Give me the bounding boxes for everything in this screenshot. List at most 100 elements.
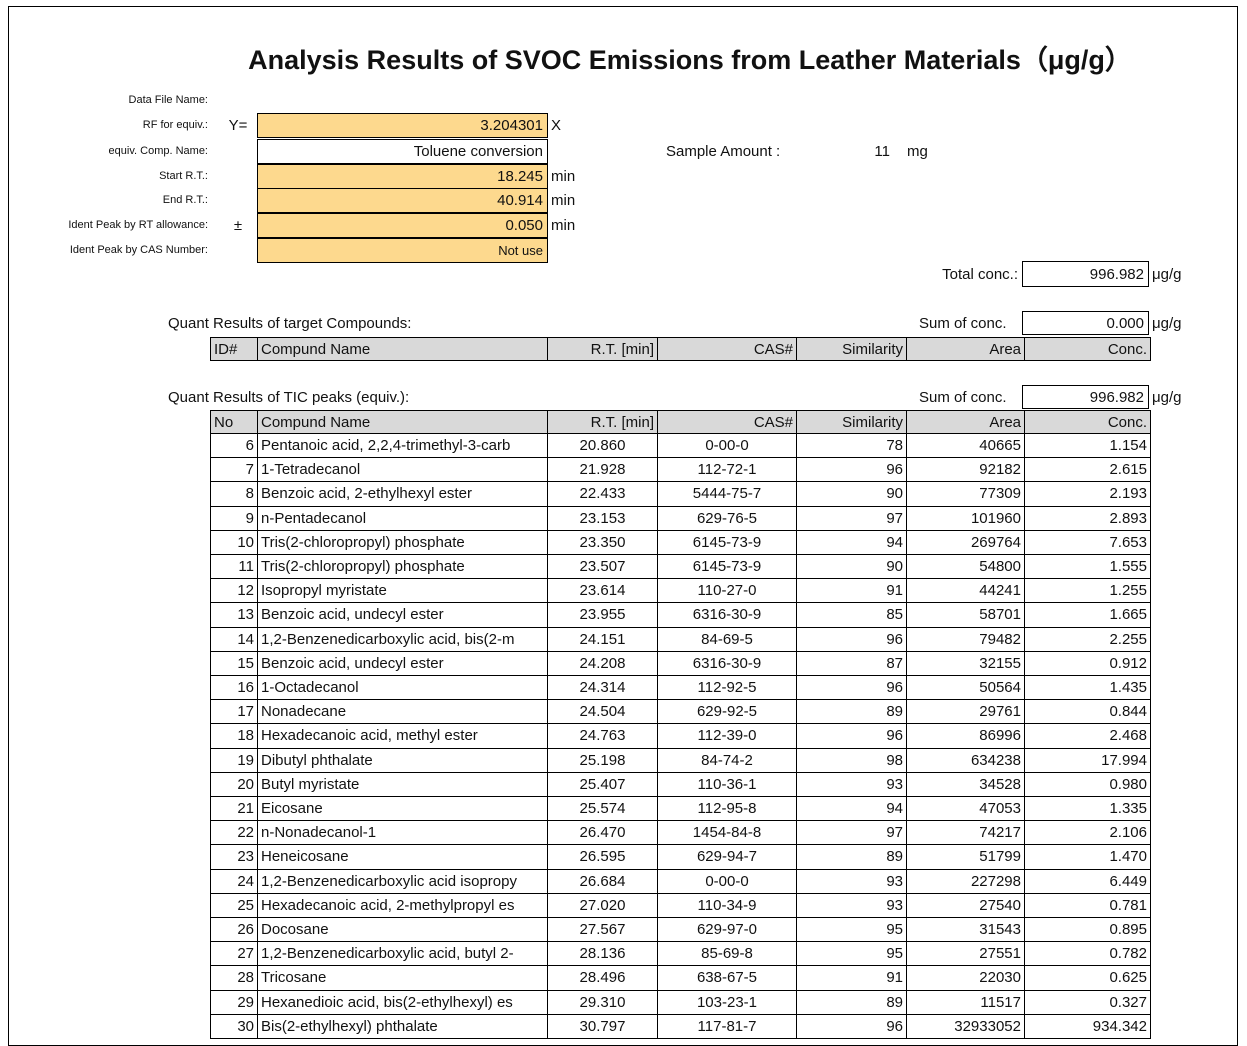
table-cell: 31543 [906,917,1025,943]
setting-value: 40.914 [257,188,548,213]
table-cell: 47053 [906,796,1025,822]
setting-label: Data File Name: [128,93,208,106]
table-cell: 74217 [906,820,1025,846]
table-cell: 28.496 [547,965,658,991]
table-cell: 638-67-5 [657,965,797,991]
table-cell: 6145-73-9 [657,529,797,555]
table-cell: 40665 [906,433,1025,459]
table-cell: 20.860 [547,433,658,459]
column-header: Compund Name [257,337,548,361]
table-cell: 1,2-Benzenedicarboxylic acid, bis(2-m [257,626,548,652]
table-cell: 227298 [906,868,1025,894]
setting-unit: X [551,116,562,134]
table-cell: 93 [796,892,907,918]
table-cell: 25.407 [547,771,658,797]
table-cell: 24.763 [547,723,658,749]
table-cell: 97 [796,820,907,846]
table-cell: 6 [210,433,258,459]
setting-unit: min [551,167,576,185]
table-cell: 91 [796,965,907,991]
table-cell: 1,2-Benzenedicarboxylic acid isopropy [257,868,548,894]
table-cell: 22.433 [547,481,658,507]
table-cell: 23.614 [547,578,658,604]
table-cell: 96 [796,457,907,483]
setting-prefix: ± [233,216,243,234]
table-cell: 23.955 [547,602,658,628]
table-cell: 30 [210,1013,258,1039]
setting-unit: min [551,216,576,234]
column-header: Conc. [1024,337,1151,361]
table-cell: 19 [210,747,258,773]
table-cell: 24.208 [547,650,658,676]
table-cell: 1.154 [1024,433,1151,459]
section-title: Quant Results of target Compounds: [168,314,412,332]
column-header: Compund Name [257,410,548,434]
table-cell: 24.151 [547,626,658,652]
table-cell: 54800 [906,554,1025,580]
setting-label: Ident Peak by CAS Number: [69,243,208,256]
table-cell: 90 [796,481,907,507]
column-header: R.T. [min] [547,410,658,434]
setting-value: 0.050 [257,213,548,238]
table-cell: 6316-30-9 [657,650,797,676]
table-cell: 30.797 [547,1013,658,1039]
column-header: R.T. [min] [547,337,658,361]
table-cell: Heneicosane [257,844,548,870]
table-cell: 21.928 [547,457,658,483]
table-cell: 2.193 [1024,481,1151,507]
table-cell: 26 [210,917,258,943]
table-cell: 12 [210,578,258,604]
table-cell: 24 [210,868,258,894]
table-cell: 27551 [906,941,1025,967]
table-cell: 634238 [906,747,1025,773]
table-cell: 110-36-1 [657,771,797,797]
table-cell: 24.314 [547,675,658,701]
total-value: 996.982 [1022,261,1149,287]
table-cell: Eicosane [257,796,548,822]
sample-value: 11 [874,142,890,160]
table-cell: 629-94-7 [657,844,797,870]
table-cell: 29761 [906,699,1025,725]
table-cell: 629-92-5 [657,699,797,725]
table-cell: 629-76-5 [657,505,797,531]
column-header: Area [906,410,1025,434]
table-cell: 10 [210,529,258,555]
table-cell: 0-00-0 [657,868,797,894]
table-cell: Hexadecanoic acid, 2-methylpropyl es [257,892,548,918]
table-cell: 78 [796,433,907,459]
table-cell: Benzoic acid, undecyl ester [257,602,548,628]
table-cell: 112-39-0 [657,723,797,749]
table-cell: 269764 [906,529,1025,555]
table-cell: 94 [796,529,907,555]
section-title: Quant Results of TIC peaks (equiv.): [168,388,410,406]
table-cell: 629-97-0 [657,917,797,943]
table-cell: 25.574 [547,796,658,822]
table-cell: 23 [210,844,258,870]
table-cell: 27.020 [547,892,658,918]
setting-label: Ident Peak by RT allowance: [68,218,208,231]
table-cell: 0-00-0 [657,433,797,459]
setting-label: RF for equiv.: [142,118,208,131]
table-cell: 0.327 [1024,989,1151,1015]
table-cell: 17 [210,699,258,725]
total-label: Total conc.: [942,265,1018,283]
table-cell: 7.653 [1024,529,1151,555]
table-cell: Tricosane [257,965,548,991]
table-cell: 96 [796,723,907,749]
table-cell: 11 [210,554,258,580]
table-cell: 11517 [906,989,1025,1015]
table-cell: 0.980 [1024,771,1151,797]
table-cell: 112-72-1 [657,457,797,483]
table-cell: 934.342 [1024,1013,1151,1039]
table-cell: Hexadecanoic acid, methyl ester [257,723,548,749]
table-cell: 112-92-5 [657,675,797,701]
column-header: Area [906,337,1025,361]
table-cell: 15 [210,650,258,676]
table-cell: Butyl myristate [257,771,548,797]
sum-value: 0.000 [1022,311,1149,335]
table-cell: Hexanedioic acid, bis(2-ethylhexyl) es [257,989,548,1015]
column-header: No [210,410,258,434]
table-cell: 94 [796,796,907,822]
table-cell: 1-Octadecanol [257,675,548,701]
table-cell: 27540 [906,892,1025,918]
